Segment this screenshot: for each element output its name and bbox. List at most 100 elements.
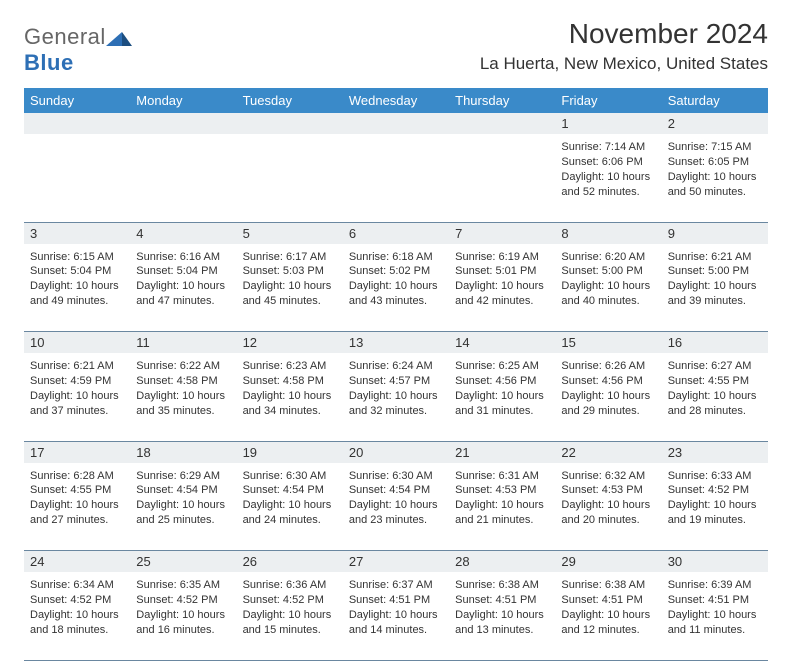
day-of-week-header: Thursday (449, 88, 555, 113)
day-number: 10 (24, 332, 130, 354)
day-info: Sunrise: 6:22 AMSunset: 4:58 PMDaylight:… (134, 357, 232, 418)
day-number: . (24, 113, 130, 134)
day-number: 21 (449, 441, 555, 463)
sunset-text: Sunset: 4:56 PM (455, 374, 549, 389)
sunset-text: Sunset: 4:54 PM (349, 483, 443, 498)
sunset-text: Sunset: 4:58 PM (136, 374, 230, 389)
logo-triangle-icon (106, 26, 132, 44)
logo-text: General Blue (24, 24, 132, 76)
daylight-text: Daylight: 10 hours and 40 minutes. (561, 279, 655, 309)
day-info: Sunrise: 6:36 AMSunset: 4:52 PMDaylight:… (241, 576, 339, 637)
sunrise-text: Sunrise: 6:31 AM (455, 469, 549, 484)
sunrise-text: Sunrise: 6:24 AM (349, 359, 443, 374)
day-number-row: .....12 (24, 113, 768, 134)
day-number: 6 (343, 222, 449, 244)
daylight-text: Daylight: 10 hours and 11 minutes. (668, 608, 762, 638)
day-cell (343, 134, 449, 222)
week-row: Sunrise: 6:21 AMSunset: 4:59 PMDaylight:… (24, 353, 768, 441)
day-cell: Sunrise: 6:22 AMSunset: 4:58 PMDaylight:… (130, 353, 236, 441)
week-row: Sunrise: 7:14 AMSunset: 6:06 PMDaylight:… (24, 134, 768, 222)
day-number: 4 (130, 222, 236, 244)
day-number-row: 3456789 (24, 222, 768, 244)
daylight-text: Daylight: 10 hours and 43 minutes. (349, 279, 443, 309)
sunrise-text: Sunrise: 6:30 AM (349, 469, 443, 484)
day-number: 13 (343, 332, 449, 354)
daylight-text: Daylight: 10 hours and 29 minutes. (561, 389, 655, 419)
sunset-text: Sunset: 6:05 PM (668, 155, 762, 170)
day-info: Sunrise: 6:30 AMSunset: 4:54 PMDaylight:… (347, 467, 445, 528)
daylight-text: Daylight: 10 hours and 35 minutes. (136, 389, 230, 419)
day-info: Sunrise: 6:32 AMSunset: 4:53 PMDaylight:… (559, 467, 657, 528)
day-number: 2 (662, 113, 768, 134)
sunset-text: Sunset: 4:53 PM (455, 483, 549, 498)
day-info: Sunrise: 6:38 AMSunset: 4:51 PMDaylight:… (453, 576, 551, 637)
sunset-text: Sunset: 4:52 PM (136, 593, 230, 608)
day-number: 22 (555, 441, 661, 463)
day-info: Sunrise: 6:24 AMSunset: 4:57 PMDaylight:… (347, 357, 445, 418)
logo: General Blue (24, 18, 132, 76)
sunrise-text: Sunrise: 6:32 AM (561, 469, 655, 484)
daylight-text: Daylight: 10 hours and 31 minutes. (455, 389, 549, 419)
day-info: Sunrise: 6:21 AMSunset: 4:59 PMDaylight:… (28, 357, 126, 418)
day-info: Sunrise: 6:39 AMSunset: 4:51 PMDaylight:… (666, 576, 764, 637)
day-number: 8 (555, 222, 661, 244)
sunset-text: Sunset: 5:00 PM (668, 264, 762, 279)
day-info: Sunrise: 6:25 AMSunset: 4:56 PMDaylight:… (453, 357, 551, 418)
day-number: 30 (662, 551, 768, 573)
day-number: 27 (343, 551, 449, 573)
sunrise-text: Sunrise: 6:15 AM (30, 250, 124, 265)
sunset-text: Sunset: 4:52 PM (243, 593, 337, 608)
day-number: 3 (24, 222, 130, 244)
daylight-text: Daylight: 10 hours and 50 minutes. (668, 170, 762, 200)
daylight-text: Daylight: 10 hours and 18 minutes. (30, 608, 124, 638)
daylight-text: Daylight: 10 hours and 15 minutes. (243, 608, 337, 638)
daylight-text: Daylight: 10 hours and 37 minutes. (30, 389, 124, 419)
daylight-text: Daylight: 10 hours and 19 minutes. (668, 498, 762, 528)
day-info: Sunrise: 6:37 AMSunset: 4:51 PMDaylight:… (347, 576, 445, 637)
daylight-text: Daylight: 10 hours and 24 minutes. (243, 498, 337, 528)
calendar-page: General Blue November 2024 La Huerta, Ne… (0, 0, 792, 612)
sunset-text: Sunset: 4:51 PM (455, 593, 549, 608)
daylight-text: Daylight: 10 hours and 49 minutes. (30, 279, 124, 309)
day-cell: Sunrise: 6:19 AMSunset: 5:01 PMDaylight:… (449, 244, 555, 332)
day-cell: Sunrise: 6:25 AMSunset: 4:56 PMDaylight:… (449, 353, 555, 441)
day-number: 9 (662, 222, 768, 244)
day-info: Sunrise: 6:35 AMSunset: 4:52 PMDaylight:… (134, 576, 232, 637)
day-of-week-header: Saturday (662, 88, 768, 113)
week-row: Sunrise: 6:28 AMSunset: 4:55 PMDaylight:… (24, 463, 768, 551)
day-cell: Sunrise: 6:21 AMSunset: 4:59 PMDaylight:… (24, 353, 130, 441)
day-cell (130, 134, 236, 222)
sunrise-text: Sunrise: 6:36 AM (243, 578, 337, 593)
day-cell: Sunrise: 6:31 AMSunset: 4:53 PMDaylight:… (449, 463, 555, 551)
daylight-text: Daylight: 10 hours and 21 minutes. (455, 498, 549, 528)
day-info: Sunrise: 6:27 AMSunset: 4:55 PMDaylight:… (666, 357, 764, 418)
day-info: Sunrise: 6:38 AMSunset: 4:51 PMDaylight:… (559, 576, 657, 637)
daylight-text: Daylight: 10 hours and 34 minutes. (243, 389, 337, 419)
week-row: Sunrise: 6:34 AMSunset: 4:52 PMDaylight:… (24, 572, 768, 660)
day-number: 1 (555, 113, 661, 134)
day-number: 28 (449, 551, 555, 573)
day-of-week-header: Sunday (24, 88, 130, 113)
day-number: 15 (555, 332, 661, 354)
sunset-text: Sunset: 4:54 PM (136, 483, 230, 498)
day-info: Sunrise: 6:16 AMSunset: 5:04 PMDaylight:… (134, 248, 232, 309)
daylight-text: Daylight: 10 hours and 13 minutes. (455, 608, 549, 638)
day-cell: Sunrise: 6:21 AMSunset: 5:00 PMDaylight:… (662, 244, 768, 332)
sunrise-text: Sunrise: 6:34 AM (30, 578, 124, 593)
day-cell: Sunrise: 7:14 AMSunset: 6:06 PMDaylight:… (555, 134, 661, 222)
day-number: 5 (237, 222, 343, 244)
sunrise-text: Sunrise: 6:22 AM (136, 359, 230, 374)
sunset-text: Sunset: 4:51 PM (561, 593, 655, 608)
sunrise-text: Sunrise: 6:23 AM (243, 359, 337, 374)
day-number: 20 (343, 441, 449, 463)
day-number: . (343, 113, 449, 134)
sunset-text: Sunset: 4:56 PM (561, 374, 655, 389)
sunrise-text: Sunrise: 6:18 AM (349, 250, 443, 265)
location: La Huerta, New Mexico, United States (480, 54, 768, 74)
sunset-text: Sunset: 5:04 PM (30, 264, 124, 279)
sunset-text: Sunset: 4:51 PM (349, 593, 443, 608)
day-info: Sunrise: 6:19 AMSunset: 5:01 PMDaylight:… (453, 248, 551, 309)
sunrise-text: Sunrise: 6:25 AM (455, 359, 549, 374)
sunrise-text: Sunrise: 6:39 AM (668, 578, 762, 593)
day-cell: Sunrise: 6:35 AMSunset: 4:52 PMDaylight:… (130, 572, 236, 660)
